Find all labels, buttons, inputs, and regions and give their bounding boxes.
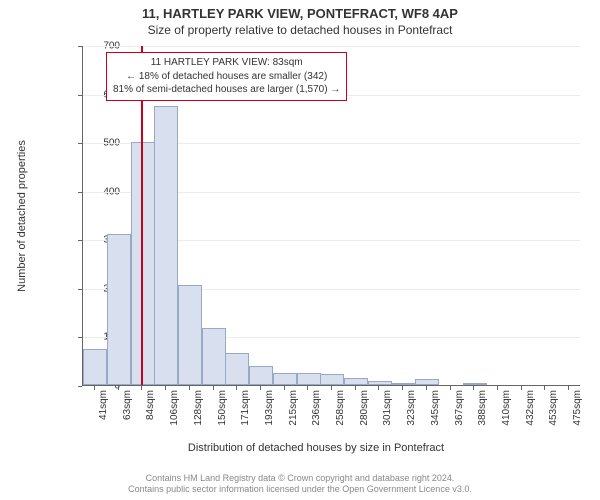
histogram-bar [202, 328, 226, 385]
histogram-bar [154, 106, 178, 385]
x-tick-label: 367sqm [454, 390, 465, 440]
x-tick-label: 388sqm [477, 390, 488, 440]
info-line-3: 81% of semi-detached houses are larger (… [113, 83, 340, 97]
histogram-bar [273, 373, 297, 385]
x-tick-label: 410sqm [501, 390, 512, 440]
histogram-bar [178, 285, 202, 385]
x-tick-mark [402, 386, 403, 390]
histogram-bar [83, 349, 107, 385]
x-tick-label: 280sqm [359, 390, 370, 440]
x-tick-mark [141, 386, 142, 390]
histogram-bar [368, 381, 392, 385]
histogram-bar [297, 373, 321, 385]
x-tick-label: 150sqm [217, 390, 228, 440]
x-tick-mark [355, 386, 356, 390]
x-tick-label: 236sqm [311, 390, 322, 440]
x-tick-mark [497, 386, 498, 390]
histogram-bar [344, 378, 368, 385]
x-tick-mark [378, 386, 379, 390]
x-tick-mark [331, 386, 332, 390]
histogram-chart: Number of detached properties 0100200300… [46, 46, 586, 426]
footer-line-1: Contains HM Land Registry data © Crown c… [0, 473, 600, 485]
histogram-bar [320, 374, 344, 385]
histogram-bar [249, 366, 273, 385]
y-axis-label: Number of detached properties [16, 140, 28, 292]
y-tick-mark [78, 386, 82, 387]
x-tick-mark [544, 386, 545, 390]
x-tick-label: 432sqm [525, 390, 536, 440]
x-tick-mark [450, 386, 451, 390]
x-tick-mark [94, 386, 95, 390]
x-tick-mark [213, 386, 214, 390]
x-tick-mark [260, 386, 261, 390]
x-tick-label: 323sqm [406, 390, 417, 440]
x-tick-label: 258sqm [335, 390, 346, 440]
x-tick-mark [165, 386, 166, 390]
x-tick-label: 301sqm [382, 390, 393, 440]
x-tick-mark [118, 386, 119, 390]
x-tick-label: 84sqm [145, 390, 156, 440]
info-box: 11 HARTLEY PARK VIEW: 83sqm ← 18% of det… [106, 52, 347, 101]
x-tick-label: 345sqm [430, 390, 441, 440]
x-tick-label: 128sqm [193, 390, 204, 440]
x-tick-mark [568, 386, 569, 390]
x-tick-label: 215sqm [288, 390, 299, 440]
histogram-bar [392, 383, 416, 385]
histogram-bar [107, 234, 131, 385]
x-tick-label: 453sqm [548, 390, 559, 440]
histogram-bar [415, 379, 439, 385]
x-tick-mark [189, 386, 190, 390]
x-tick-mark [426, 386, 427, 390]
footer-attribution: Contains HM Land Registry data © Crown c… [0, 473, 600, 496]
x-tick-mark [473, 386, 474, 390]
x-tick-mark [307, 386, 308, 390]
x-tick-mark [236, 386, 237, 390]
x-tick-label: 475sqm [572, 390, 583, 440]
info-line-2: ← 18% of detached houses are smaller (34… [113, 70, 340, 84]
x-tick-label: 41sqm [98, 390, 109, 440]
x-tick-label: 63sqm [122, 390, 133, 440]
page-title: 11, HARTLEY PARK VIEW, PONTEFRACT, WF8 4… [0, 0, 600, 21]
x-tick-label: 193sqm [264, 390, 275, 440]
histogram-bar [131, 142, 155, 385]
info-line-1: 11 HARTLEY PARK VIEW: 83sqm [113, 56, 340, 70]
x-tick-label: 171sqm [240, 390, 251, 440]
x-tick-label: 106sqm [169, 390, 180, 440]
histogram-bar [225, 353, 249, 385]
gridline [83, 46, 580, 47]
x-tick-mark [521, 386, 522, 390]
histogram-bar [463, 383, 487, 385]
footer-line-2: Contains public sector information licen… [0, 484, 600, 496]
x-tick-mark [284, 386, 285, 390]
